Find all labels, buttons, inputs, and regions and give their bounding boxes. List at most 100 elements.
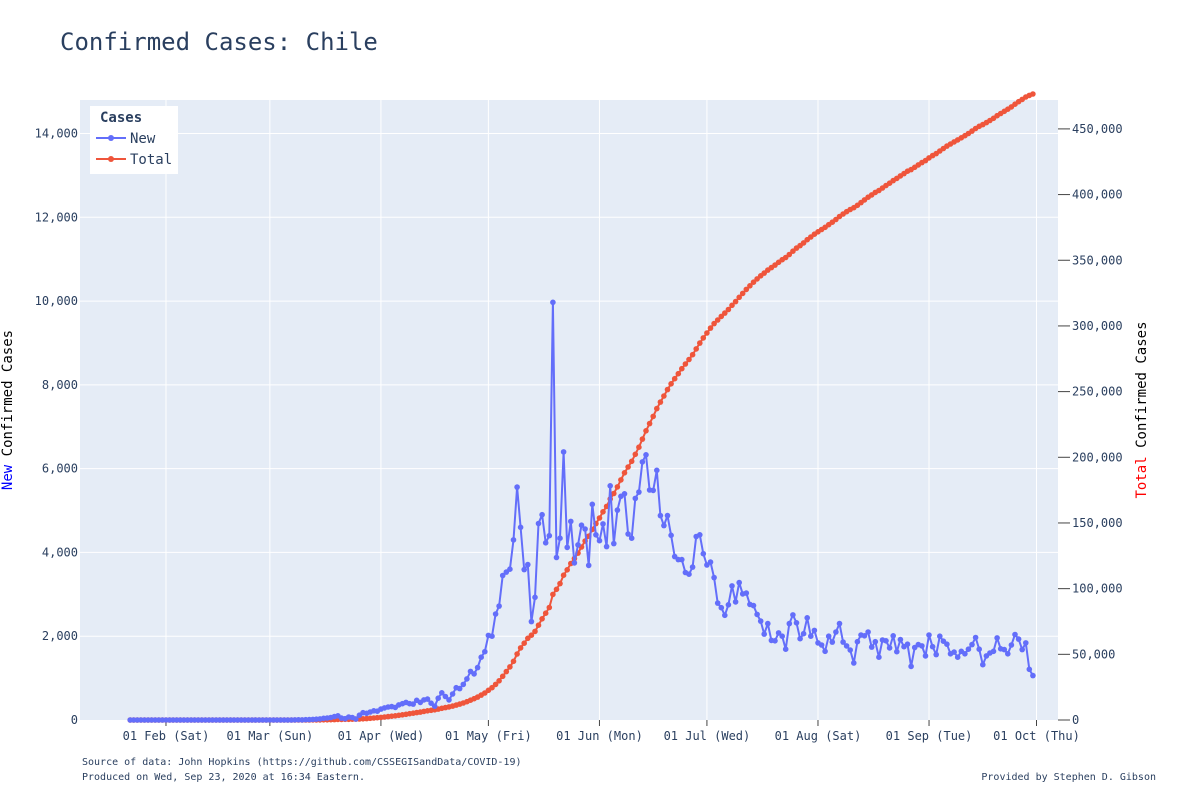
legend-item-total[interactable]: Total bbox=[96, 152, 172, 168]
x-tick-label: 01 Mar (Sun) bbox=[227, 729, 314, 743]
new-point bbox=[1012, 631, 1018, 638]
new-point bbox=[464, 676, 470, 682]
new-point bbox=[761, 631, 767, 637]
new-point bbox=[1030, 672, 1036, 679]
total-point bbox=[517, 645, 524, 651]
new-point bbox=[499, 572, 506, 579]
right-tick-label: 400,000 bbox=[1072, 188, 1123, 202]
new-point bbox=[571, 560, 578, 566]
new-point bbox=[822, 648, 828, 655]
new-point bbox=[689, 564, 696, 570]
total-point bbox=[600, 509, 606, 515]
new-point bbox=[861, 633, 868, 639]
new-point bbox=[707, 559, 714, 565]
new-point bbox=[714, 600, 721, 606]
new-point bbox=[757, 618, 764, 624]
new-point bbox=[657, 512, 664, 519]
left-tick-label: 4,000 bbox=[42, 545, 78, 559]
total-point bbox=[528, 632, 535, 638]
new-point bbox=[621, 491, 628, 497]
legend-total-label: Total bbox=[130, 152, 172, 168]
new-point bbox=[596, 537, 603, 544]
new-point bbox=[550, 299, 556, 306]
legend[interactable]: Cases New Total bbox=[90, 106, 178, 174]
total-point bbox=[704, 330, 710, 336]
new-point bbox=[525, 561, 531, 568]
new-point bbox=[521, 566, 527, 573]
new-point bbox=[1008, 642, 1015, 648]
new-point bbox=[969, 641, 975, 648]
right-tick-label: 100,000 bbox=[1072, 582, 1123, 596]
total-point bbox=[668, 381, 674, 387]
total-point bbox=[507, 664, 513, 670]
new-point bbox=[557, 535, 563, 541]
new-point bbox=[474, 664, 481, 671]
x-tick-label: 01 Apr (Wed) bbox=[338, 729, 425, 743]
new-point bbox=[456, 685, 463, 692]
left-tick-label: 12,000 bbox=[35, 210, 78, 224]
new-point bbox=[829, 639, 836, 645]
new-point bbox=[492, 611, 499, 617]
left-axis-ticks: 0 2,000 4,000 6,000 8,000 10,000 12,000 14,000 bbox=[35, 127, 78, 727]
new-point bbox=[535, 520, 542, 527]
total-point bbox=[560, 572, 567, 578]
total-point bbox=[725, 306, 732, 313]
plot-area bbox=[80, 100, 1058, 720]
new-point bbox=[560, 449, 567, 455]
footer-source: Source of data: John Hopkins (https://gi… bbox=[82, 757, 522, 768]
gridlines bbox=[80, 100, 1058, 720]
new-point bbox=[725, 602, 732, 608]
new-point bbox=[990, 648, 997, 655]
total-point bbox=[786, 251, 793, 258]
new-point bbox=[639, 459, 646, 465]
new-point bbox=[542, 540, 549, 546]
total-point bbox=[697, 340, 703, 346]
new-point bbox=[897, 636, 904, 643]
total-point bbox=[614, 484, 621, 490]
new-point bbox=[446, 697, 452, 703]
left-axis-title-colored: New bbox=[0, 464, 16, 490]
total-point bbox=[514, 651, 520, 657]
new-point bbox=[919, 643, 925, 649]
total-point bbox=[492, 681, 499, 688]
total-point bbox=[628, 458, 635, 465]
new-point bbox=[808, 633, 814, 639]
total-point bbox=[654, 405, 660, 412]
new-point bbox=[603, 543, 610, 550]
total-point bbox=[532, 628, 538, 635]
total-point bbox=[711, 320, 717, 327]
legend-item-new[interactable]: New bbox=[96, 131, 156, 147]
total-point bbox=[736, 294, 742, 301]
new-point bbox=[460, 681, 467, 688]
total-point bbox=[739, 290, 746, 297]
new-point bbox=[937, 633, 943, 639]
new-point bbox=[890, 633, 896, 639]
left-tick-label: 6,000 bbox=[42, 462, 78, 476]
legend-title: Cases bbox=[100, 110, 142, 126]
new-point bbox=[482, 648, 488, 655]
total-point bbox=[743, 286, 750, 293]
total-point bbox=[596, 515, 603, 521]
left-tick-label: 2,000 bbox=[42, 629, 78, 643]
right-tick-label: 250,000 bbox=[1072, 385, 1123, 399]
total-point bbox=[671, 375, 678, 382]
new-point bbox=[926, 632, 932, 638]
total-point bbox=[729, 302, 735, 309]
new-point bbox=[743, 590, 750, 596]
new-point bbox=[700, 550, 707, 557]
total-point bbox=[1030, 91, 1036, 97]
total-point bbox=[550, 591, 556, 598]
left-tick-label: 0 bbox=[71, 713, 78, 727]
total-point bbox=[496, 678, 502, 684]
new-point bbox=[517, 524, 524, 531]
total-point bbox=[553, 586, 560, 593]
right-axis-title-colored: Total bbox=[1134, 456, 1150, 498]
new-point bbox=[435, 695, 442, 701]
new-point bbox=[507, 566, 513, 572]
total-point bbox=[650, 413, 656, 420]
new-point bbox=[582, 526, 588, 532]
new-point bbox=[944, 641, 950, 647]
total-point bbox=[747, 283, 753, 289]
x-tick-label: 01 May (Fri) bbox=[445, 729, 532, 743]
new-point bbox=[632, 495, 639, 502]
